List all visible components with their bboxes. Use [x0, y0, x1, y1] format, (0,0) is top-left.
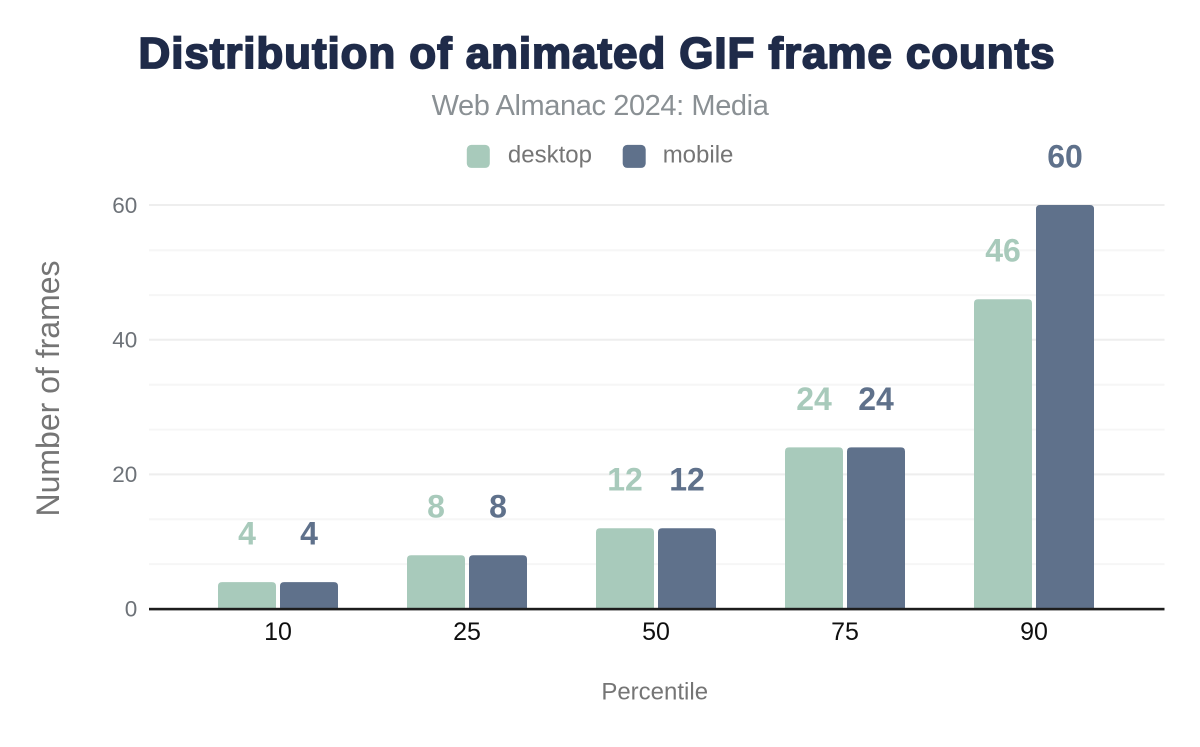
- svg-text:Distribution of animated GIF f: Distribution of animated GIF frame count…: [139, 29, 1056, 78]
- svg-text:0: 0: [125, 597, 138, 622]
- svg-text:8: 8: [427, 489, 445, 525]
- svg-text:90: 90: [1020, 618, 1048, 646]
- svg-text:60: 60: [1047, 138, 1083, 174]
- svg-text:10: 10: [264, 618, 292, 646]
- svg-text:Percentile: Percentile: [601, 679, 708, 706]
- svg-text:Number of frames: Number of frames: [30, 260, 66, 516]
- svg-text:4: 4: [238, 516, 256, 552]
- svg-text:46: 46: [985, 233, 1021, 269]
- svg-text:Web Almanac 2024: Media: Web Almanac 2024: Media: [432, 90, 770, 122]
- svg-text:75: 75: [831, 618, 859, 646]
- svg-text:4: 4: [300, 516, 318, 552]
- svg-text:desktop: desktop: [508, 142, 592, 169]
- svg-text:24: 24: [858, 381, 894, 417]
- svg-text:40: 40: [112, 328, 137, 353]
- svg-text:12: 12: [669, 462, 705, 498]
- svg-text:20: 20: [112, 462, 137, 487]
- svg-text:8: 8: [489, 489, 507, 525]
- svg-text:50: 50: [642, 618, 670, 646]
- svg-text:60: 60: [112, 193, 137, 218]
- svg-text:25: 25: [453, 618, 481, 646]
- svg-text:24: 24: [796, 381, 832, 417]
- svg-text:12: 12: [607, 462, 643, 498]
- svg-text:mobile: mobile: [663, 142, 734, 169]
